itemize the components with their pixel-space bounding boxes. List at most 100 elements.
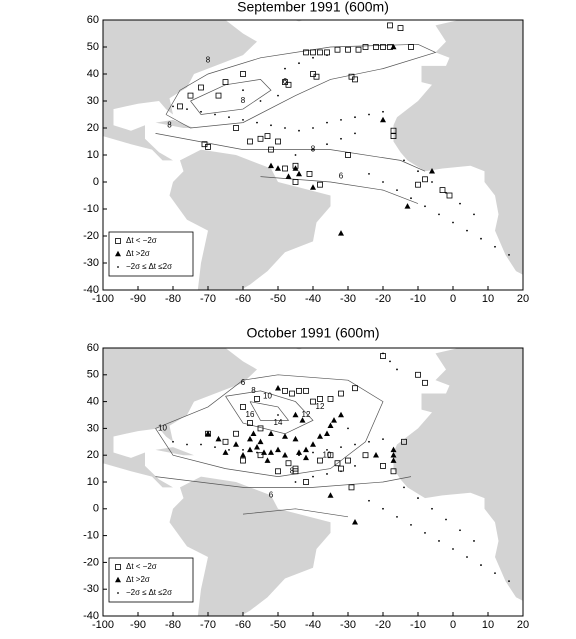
dot-marker: [431, 507, 433, 510]
dot-marker: [382, 110, 384, 113]
dot-marker: [214, 446, 216, 449]
triangle-marker: [205, 430, 211, 437]
square-marker: [275, 138, 281, 145]
triangle-marker: [390, 457, 397, 463]
dot-marker: [354, 443, 356, 446]
legend-box: [108, 231, 194, 277]
legend-label: Δt < −2σ: [126, 562, 157, 571]
dot-marker: [312, 148, 314, 151]
dot-marker: [298, 454, 300, 457]
square-marker: [415, 371, 421, 378]
dot-marker: [284, 67, 286, 70]
legend-label: Δt < −2σ: [126, 236, 157, 245]
square-marker: [390, 127, 397, 134]
dot-marker: [270, 451, 272, 454]
square-marker: [275, 468, 281, 475]
land: [393, 348, 523, 601]
map-panel: September 1991 (600m)888686-100-90-80-70…: [83, 0, 529, 305]
land: [155, 119, 194, 128]
triangle-marker: [250, 430, 257, 437]
dot-marker: [459, 529, 461, 532]
dot-marker: [200, 443, 202, 446]
legend-label: −2σ ≤ Δt ≤2σ: [126, 262, 172, 271]
square-marker: [233, 125, 239, 131]
contour-label: 8: [241, 96, 246, 105]
square-marker: [254, 396, 260, 402]
square-marker: [233, 430, 239, 437]
contour-label: 6: [339, 172, 344, 181]
square-marker: [422, 176, 428, 183]
dot-marker: [326, 448, 328, 451]
contour-label: 12: [316, 402, 325, 411]
square-marker: [115, 238, 121, 244]
triangle-marker: [338, 230, 344, 236]
dot-marker: [480, 237, 482, 240]
dot-marker: [277, 94, 279, 97]
map-panel: October 1991 (600m)681012141610108126-10…: [83, 325, 529, 631]
square-marker: [264, 133, 271, 140]
chart-title: September 1991 (600m): [237, 0, 389, 15]
dot-marker: [466, 556, 468, 558]
triangle-marker: [303, 446, 309, 453]
square-marker: [373, 44, 379, 50]
square-marker: [327, 396, 334, 402]
x-tick-label: -60: [235, 619, 251, 631]
square-marker: [215, 92, 222, 99]
chart-title: October 1991 (600m): [246, 325, 379, 341]
x-tick-label: -20: [375, 293, 391, 305]
contour-label: 10: [263, 391, 272, 400]
dot-marker: [312, 451, 314, 454]
y-tick-label: -40: [83, 610, 99, 622]
y-tick-label: 20: [87, 449, 99, 461]
triangle-marker: [240, 452, 246, 458]
triangle-marker: [310, 441, 316, 447]
square-marker: [317, 181, 323, 188]
dot-marker: [368, 113, 370, 116]
dot-marker: [172, 105, 174, 108]
square-marker: [292, 179, 299, 185]
dot-marker: [403, 159, 405, 162]
contour-label: 10: [323, 450, 332, 459]
dot-marker: [382, 181, 384, 183]
square-marker: [201, 141, 208, 148]
triangle-marker: [299, 417, 306, 423]
dot-marker: [494, 245, 496, 248]
contour-label: 8: [290, 466, 295, 475]
dot-marker: [256, 121, 258, 124]
square-marker: [257, 425, 264, 432]
contour-line: [155, 476, 412, 488]
y-tick-label: 30: [87, 422, 99, 434]
triangle-marker: [327, 422, 334, 429]
dot-marker: [294, 481, 297, 483]
dot-marker: [389, 360, 391, 363]
triangle-marker: [268, 430, 274, 437]
dot-marker: [228, 116, 230, 119]
x-tick-label: -100: [92, 293, 114, 305]
x-tick-label: -90: [130, 619, 146, 631]
legend-label: −2σ ≤ Δt ≤2σ: [126, 588, 172, 597]
y-tick-label: 60: [87, 14, 99, 26]
square-marker: [285, 81, 292, 88]
triangle-marker: [247, 446, 253, 453]
square-marker: [352, 385, 358, 392]
square-marker: [303, 49, 309, 56]
x-tick-label: 10: [482, 293, 494, 305]
y-tick-label: -20: [83, 556, 99, 568]
dot-marker: [242, 119, 244, 121]
dot-marker: [312, 56, 314, 59]
triangle-marker: [275, 446, 281, 453]
square-marker: [446, 192, 453, 199]
square-marker: [352, 76, 358, 83]
contour-label: 12: [302, 410, 311, 419]
triangle-marker: [115, 250, 121, 257]
dot-marker: [242, 448, 244, 451]
dot-marker: [256, 451, 258, 454]
triangle-marker: [404, 203, 411, 209]
triangle-marker: [215, 435, 222, 442]
x-tick-label: 20: [517, 293, 529, 305]
map-area: [103, 20, 523, 290]
contour-line: [155, 133, 426, 172]
dot-marker: [368, 499, 370, 502]
triangle-marker: [327, 492, 334, 498]
square-marker: [317, 396, 323, 402]
